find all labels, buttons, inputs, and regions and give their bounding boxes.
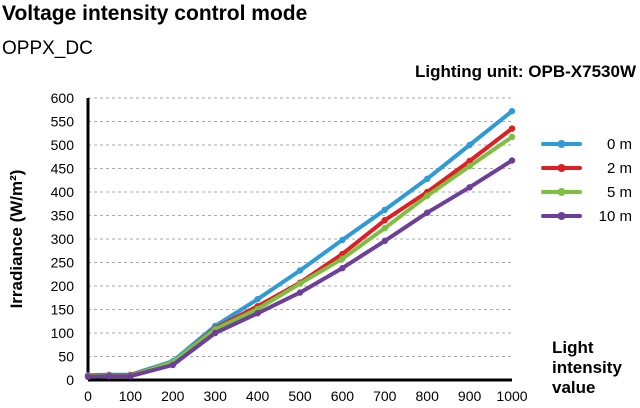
x-axis-title-line: value xyxy=(552,378,595,397)
grid-layer xyxy=(88,97,512,357)
axis-layer xyxy=(86,98,512,382)
legend-label: 10 m xyxy=(599,208,632,225)
legend-swatch-marker xyxy=(557,164,566,172)
x-tick-label: 100 xyxy=(119,388,143,404)
x-axis-title-line: intensity xyxy=(552,358,622,377)
data-point xyxy=(381,206,388,214)
data-point xyxy=(508,107,516,115)
data-point xyxy=(106,373,113,380)
series-line-0 xyxy=(86,109,514,378)
series-line-2 xyxy=(86,135,514,379)
data-point xyxy=(466,157,473,165)
y-tick-label: 600 xyxy=(51,90,75,106)
x-tick-label: 0 xyxy=(84,388,92,404)
data-point xyxy=(424,192,431,199)
data-point xyxy=(424,209,431,216)
x-axis-title-line: Light xyxy=(552,338,594,357)
x-tick-label: 800 xyxy=(416,388,440,404)
x-tick-label: 200 xyxy=(161,388,185,404)
y-tick-label: 550 xyxy=(51,114,75,130)
data-point xyxy=(466,184,473,191)
chart-subtitle: OPPX_DC xyxy=(2,38,93,59)
y-tick-label: 400 xyxy=(51,184,75,200)
data-point xyxy=(466,162,473,170)
data-point xyxy=(296,280,304,287)
data-point xyxy=(339,236,346,244)
legend-label: 2 m xyxy=(607,160,632,177)
x-tick-label: 500 xyxy=(288,388,312,404)
data-point xyxy=(424,175,431,183)
data-point xyxy=(381,217,388,224)
y-tick-label: 0 xyxy=(66,372,74,388)
data-point xyxy=(339,264,346,272)
data-point xyxy=(508,133,516,141)
x-tick-label: 700 xyxy=(373,388,397,404)
data-point xyxy=(466,141,473,149)
series-line-3 xyxy=(86,158,514,379)
x-tick-label: 1000 xyxy=(496,388,527,404)
y-tick-label: 350 xyxy=(51,208,75,224)
series-layer xyxy=(84,107,516,380)
data-point xyxy=(212,329,219,337)
legend-layer: 0 m 2 m 5 m 10 m xyxy=(541,136,632,225)
y-tick-label: 500 xyxy=(51,137,75,153)
data-point xyxy=(169,361,176,369)
series-line-1 xyxy=(86,126,514,378)
x-tick-label: 600 xyxy=(331,388,355,404)
y-axis-title: Irradiance (W/m²) xyxy=(7,170,26,309)
legend-swatch-marker xyxy=(557,212,566,220)
x-tick-label: 300 xyxy=(204,388,228,404)
x-tick-label: 900 xyxy=(458,388,482,404)
lighting-unit-label: Lighting unit: OPB-X7530W xyxy=(415,62,636,81)
data-point xyxy=(127,373,134,380)
data-point xyxy=(254,310,261,317)
y-tick-label: 250 xyxy=(51,255,75,271)
data-point xyxy=(508,125,516,132)
data-point xyxy=(296,267,304,274)
legend-swatch-marker xyxy=(557,140,566,148)
legend-label: 5 m xyxy=(607,184,632,201)
data-point xyxy=(254,295,261,303)
y-tick-label: 450 xyxy=(51,161,75,177)
data-point xyxy=(339,255,346,262)
legend-label: 0 m xyxy=(607,136,632,153)
legend-swatch-marker xyxy=(557,188,566,196)
data-point xyxy=(381,224,388,232)
data-point xyxy=(508,157,516,164)
data-point xyxy=(381,237,388,245)
tick-layer: 0 50 100 150 200 250 300 350 400 450 500 550 600 0 100… xyxy=(51,90,528,404)
data-point xyxy=(296,289,304,296)
x-tick-label: 400 xyxy=(246,388,270,404)
y-tick-label: 50 xyxy=(58,349,74,365)
y-tick-label: 300 xyxy=(51,231,75,247)
chart-title: Voltage intensity control mode xyxy=(2,2,308,25)
data-point xyxy=(84,373,92,380)
y-tick-label: 200 xyxy=(51,278,75,294)
y-tick-label: 150 xyxy=(51,302,75,318)
y-tick-label: 100 xyxy=(51,325,75,341)
